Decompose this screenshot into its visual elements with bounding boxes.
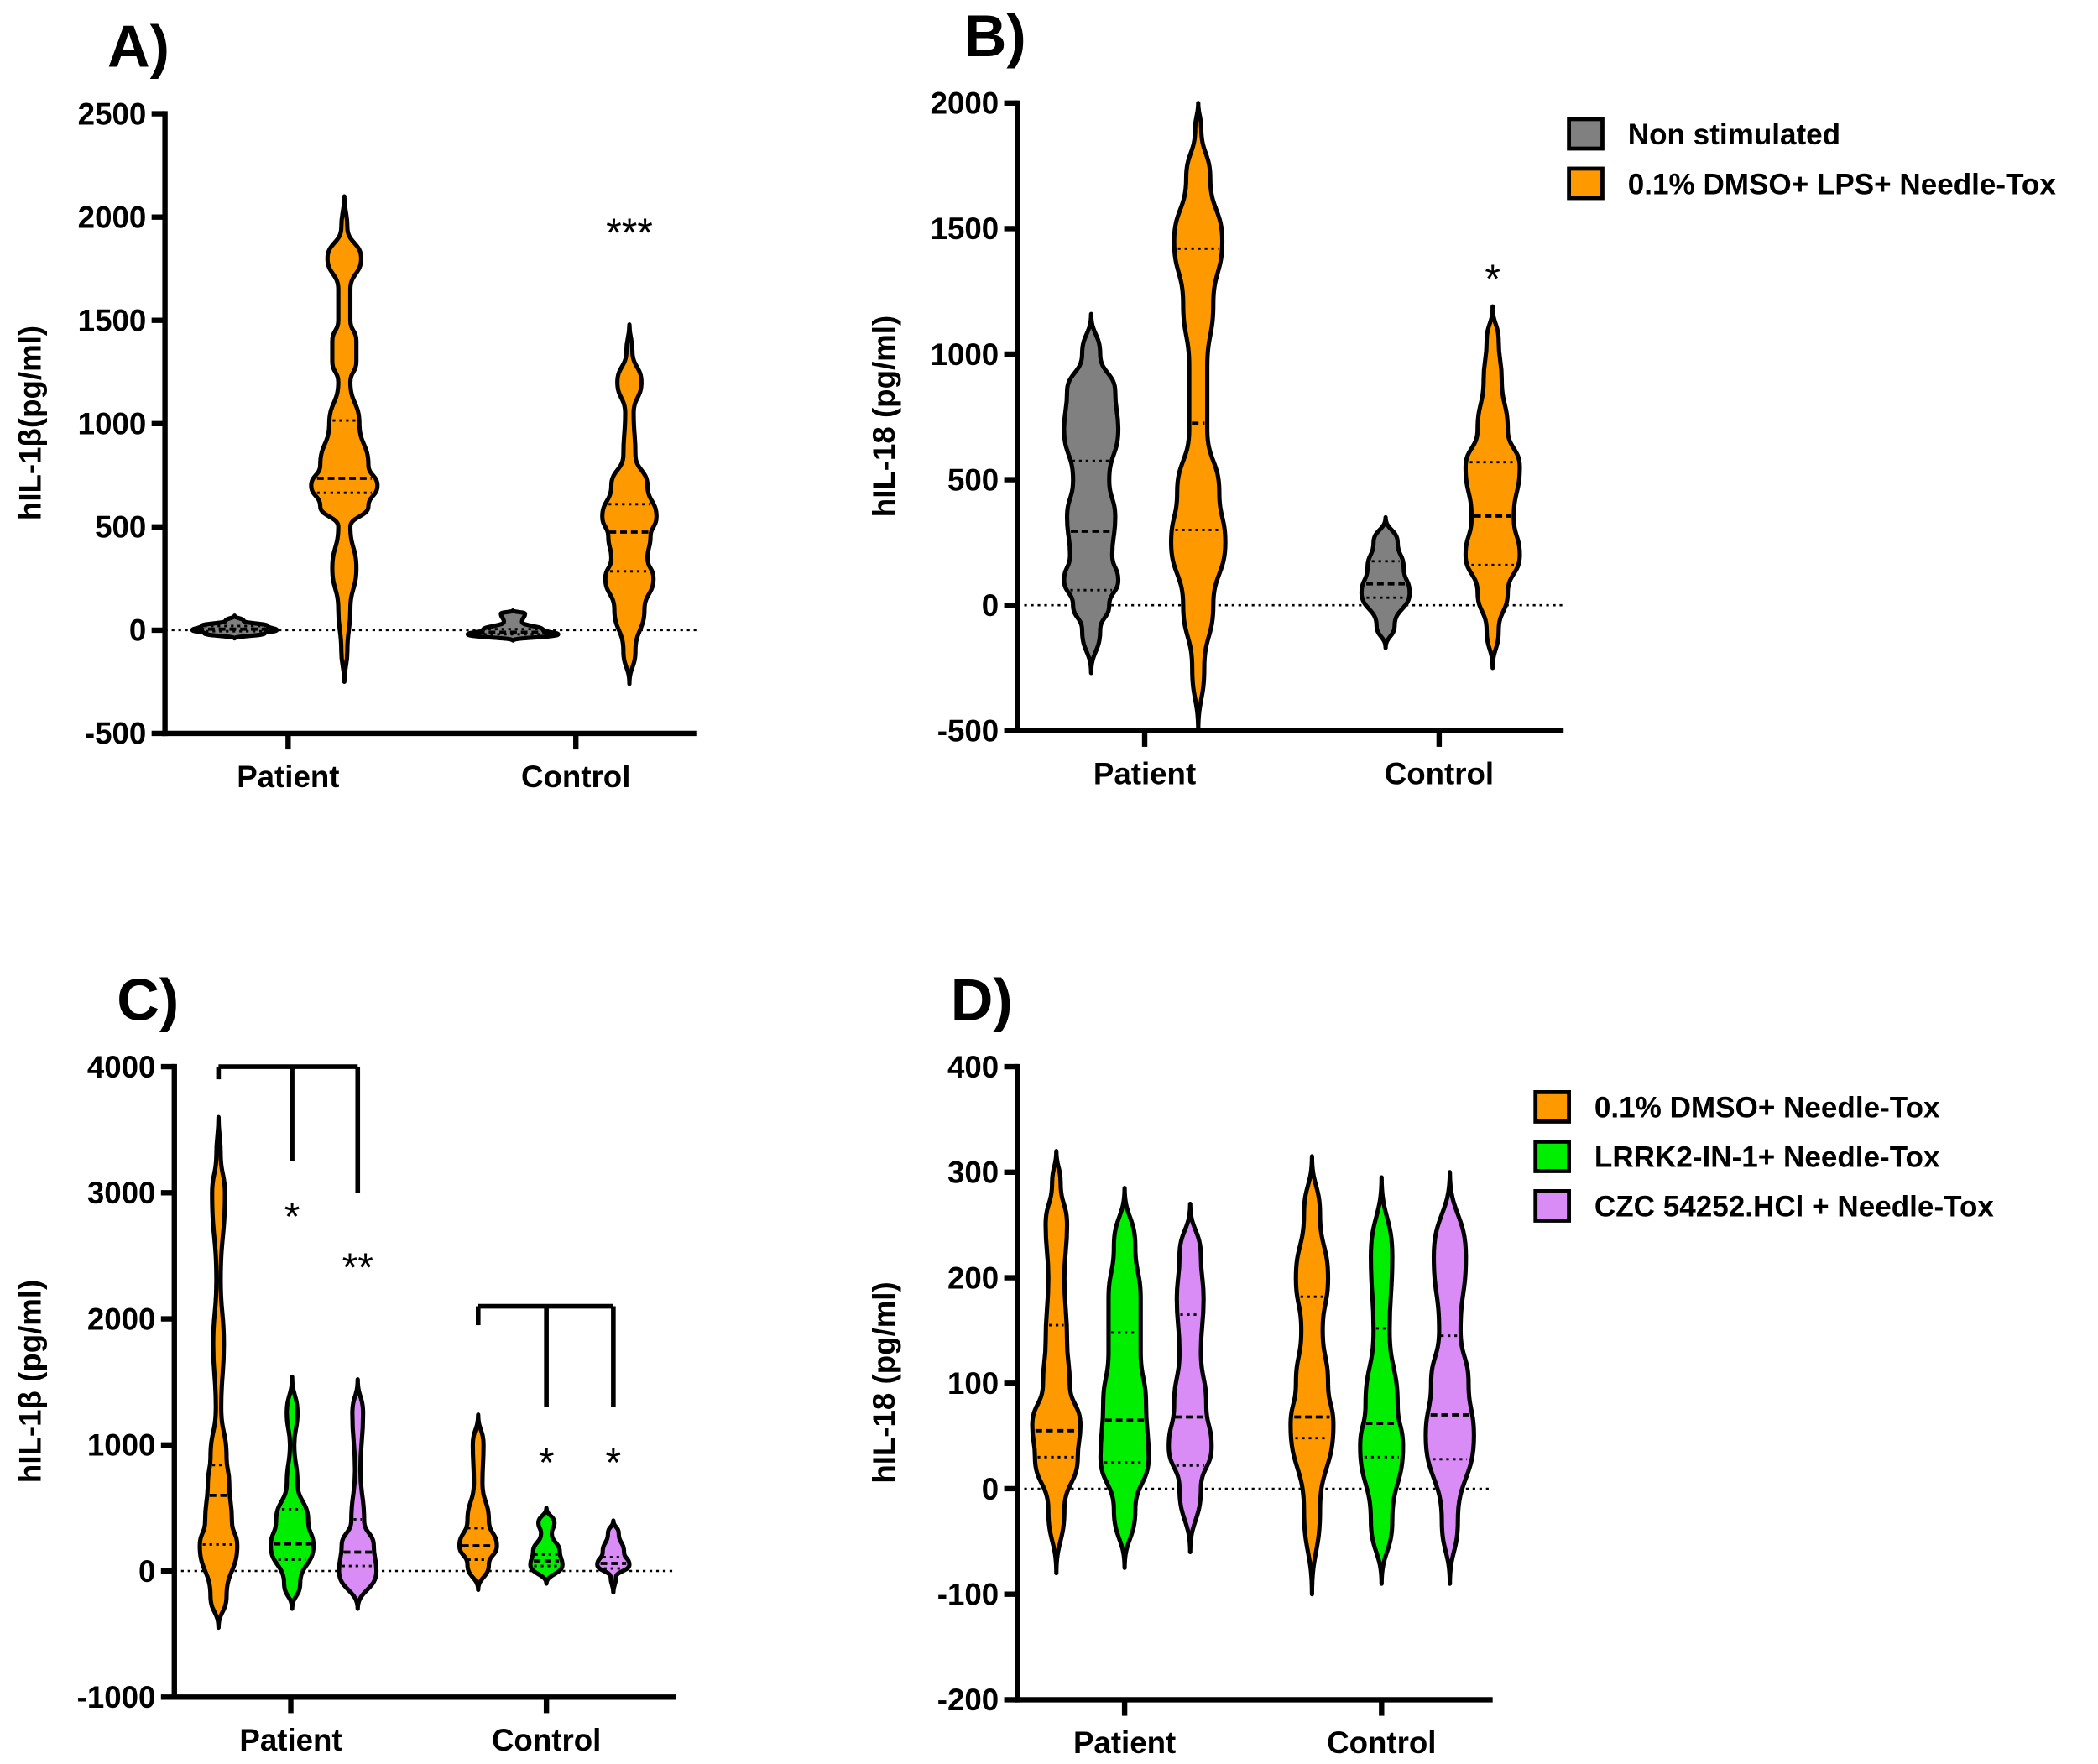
y-tick-label: -100 xyxy=(937,1577,999,1611)
y-tick-label: 2500 xyxy=(78,97,147,131)
violin-purple xyxy=(1166,1201,1214,1554)
y-tick-label: 200 xyxy=(947,1260,999,1295)
violin-nonstim xyxy=(1062,311,1121,676)
y-tick-label: 2000 xyxy=(87,1302,156,1336)
violin-purple xyxy=(595,1518,632,1595)
y-tick-label: 1000 xyxy=(78,407,147,441)
legend-swatch xyxy=(1533,1140,1571,1173)
panel-d: D) hIL-18 (pg/ml) -200 -100 0 100 200 300 400 Pat… xyxy=(867,966,1995,1760)
legend-label: 0.1% DMSO+ LPS+ Needle-Tox xyxy=(1628,168,2057,201)
legend-label: CZC 54252.HCl + Needle-Tox xyxy=(1594,1191,1994,1224)
x-tick-label: Control xyxy=(521,759,630,794)
y-axis-label: hIL-18 (pg/ml) xyxy=(867,1281,901,1483)
legend-swatch xyxy=(1567,166,1605,201)
violin-green xyxy=(269,1375,316,1611)
y-tick-label: -500 xyxy=(937,714,999,749)
y-tick-label: 0 xyxy=(138,1554,155,1589)
y-tick-label: 400 xyxy=(947,1050,999,1084)
panel-label: B) xyxy=(964,3,1026,69)
y-tick-label: 4000 xyxy=(87,1050,156,1084)
y-tick-label: 1000 xyxy=(87,1428,156,1463)
y-tick-label: 2000 xyxy=(78,200,147,234)
significance-marker: * xyxy=(606,1441,622,1485)
x-tick-label: Patient xyxy=(239,1723,342,1757)
y-tick-label: -500 xyxy=(85,717,146,751)
y-axis-label: hIL-18 (pg/ml) xyxy=(867,316,901,517)
y-tick-label: 100 xyxy=(947,1366,999,1401)
y-tick-label: -1000 xyxy=(77,1680,156,1714)
y-tick-label: 3000 xyxy=(87,1176,156,1210)
violin-green xyxy=(528,1506,565,1586)
y-tick-label: 2000 xyxy=(931,86,999,121)
y-tick-label: 0 xyxy=(982,588,999,623)
y-tick-label: 0 xyxy=(982,1472,999,1506)
violin-purple xyxy=(1423,1170,1476,1586)
significance-marker: ** xyxy=(342,1245,373,1290)
panel-label: D) xyxy=(951,966,1013,1032)
violin-green xyxy=(1358,1175,1406,1586)
legend-swatch xyxy=(1533,1189,1571,1223)
y-tick-label: 1500 xyxy=(931,211,999,246)
violin-nonstim xyxy=(465,608,561,643)
panel-a: A) hIL-1β(pg/ml) -500 0 500 1000 1500 2000 2500 P… xyxy=(13,13,697,794)
y-tick-label: -200 xyxy=(937,1683,999,1717)
legend-label: 0.1% DMSO+ Needle-Tox xyxy=(1594,1092,1940,1125)
y-axis-label: hIL-1β(pg/ml) xyxy=(13,326,47,520)
violin-orange xyxy=(1288,1154,1336,1597)
x-tick-label: Patient xyxy=(1093,757,1196,791)
violin-purple xyxy=(337,1377,379,1611)
panel-label: C) xyxy=(117,966,179,1032)
x-tick-label: Control xyxy=(1327,1725,1436,1760)
y-tick-label: 300 xyxy=(947,1156,999,1190)
panel-b: B) hIL-18 (pg/ml) -500 0 500 1000 1500 2000 Pati… xyxy=(867,3,2057,791)
y-axis-label: hIL-1β (pg/ml) xyxy=(13,1280,47,1483)
legend-swatch xyxy=(1567,117,1605,151)
violin-green xyxy=(1098,1186,1151,1570)
y-tick-label: 500 xyxy=(95,510,146,545)
significance-marker: * xyxy=(539,1441,555,1485)
violin-orange xyxy=(457,1412,499,1593)
significance-marker: * xyxy=(284,1195,300,1239)
significance-marker: *** xyxy=(606,211,653,255)
y-tick-label: 1500 xyxy=(78,303,147,337)
significance-marker: * xyxy=(1485,258,1500,302)
violin-nonstim xyxy=(190,613,279,641)
panel-label: A) xyxy=(107,13,170,80)
violin-orange xyxy=(309,194,380,684)
x-tick-label: Control xyxy=(492,1723,601,1757)
y-tick-label: 0 xyxy=(129,613,146,648)
y-tick-label: 1000 xyxy=(931,337,999,372)
violin-orange xyxy=(1463,304,1522,671)
panel-c: C) hIL-1β (pg/ml) -1000 0 1000 2000 3000 4000 Pa… xyxy=(13,966,676,1757)
x-tick-label: Patient xyxy=(1073,1725,1176,1760)
x-tick-label: Control xyxy=(1385,757,1494,791)
x-tick-label: Patient xyxy=(237,759,339,794)
y-tick-label: 500 xyxy=(947,462,999,497)
violin-orange xyxy=(1168,101,1228,733)
legend-swatch xyxy=(1533,1089,1571,1124)
violin-nonstim xyxy=(1359,514,1412,650)
legend-label: LRRK2-IN-1+ Needle-Tox xyxy=(1594,1141,1940,1174)
violin-orange xyxy=(197,1114,240,1631)
violin-orange xyxy=(1030,1149,1083,1576)
legend-label: Non stimulated xyxy=(1628,118,1840,151)
